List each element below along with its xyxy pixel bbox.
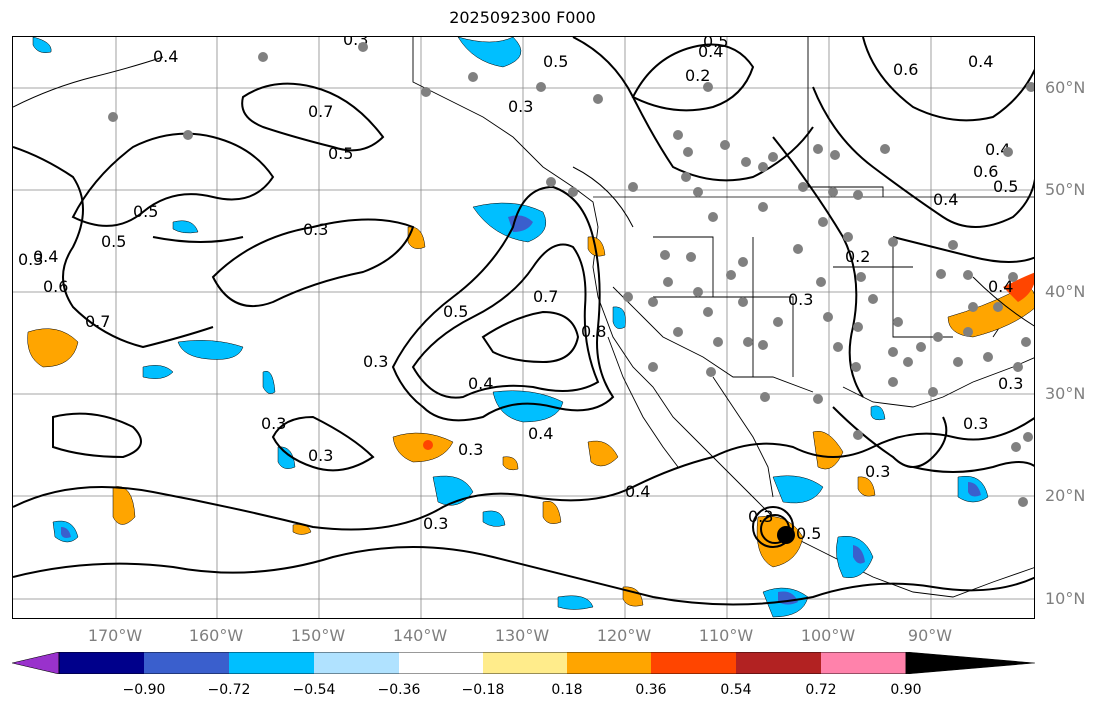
colorbar-tick: −0.72: [207, 682, 251, 698]
contour-label: 0.6: [43, 277, 68, 296]
contour-label: 0.8: [581, 322, 606, 341]
contour-label: 0.4: [153, 47, 178, 66]
contour-label: 0.4: [988, 277, 1013, 296]
contour-label: 0.7: [533, 287, 558, 306]
map-title: 2025092300 F000: [449, 8, 596, 27]
lat-label: 10°N: [1045, 589, 1086, 608]
colorbar-tick: −0.36: [377, 682, 421, 698]
contour-label: 0.4: [968, 52, 993, 71]
colorbar-bin: [399, 652, 483, 674]
contour-label: 0.4: [625, 482, 650, 501]
lon-label: 90°W: [907, 626, 953, 645]
lon-label: 120°W: [596, 626, 652, 645]
colorbar-tick: 0.72: [805, 682, 837, 698]
graticule: [13, 37, 1034, 618]
contour-label: 0.4: [468, 374, 493, 393]
colorbar-tick: 0.18: [551, 682, 583, 698]
lon-label: 130°W: [494, 626, 550, 645]
contour-label: 0.5: [328, 144, 353, 163]
lon-label: 160°W: [188, 626, 244, 645]
contour-label-group: 0.5 0.4 0.2 0.5 0.3 0.6 0.4 0.3 0.5 0.7 …: [18, 37, 1023, 543]
contour-label: 0.5: [101, 232, 126, 251]
contour-label: 0.4: [698, 42, 723, 61]
lon-label: 170°W: [87, 626, 143, 645]
colorbar-extend-low: [12, 652, 60, 674]
map-canvas: 0.5 0.4 0.2 0.5 0.3 0.6 0.4 0.3 0.5 0.7 …: [13, 37, 1034, 618]
thin-contours: [13, 56, 1034, 327]
contour-label: 0.3: [308, 446, 333, 465]
lat-label: 50°N: [1045, 180, 1086, 199]
contour-label: 0.4: [528, 424, 553, 443]
colorbar-bin: [314, 652, 399, 674]
colorbar-bin: [483, 652, 567, 674]
contour-label: 0.2: [685, 66, 710, 85]
colorbar: [12, 652, 1035, 674]
station-markers: [108, 42, 1034, 507]
contour-label: 0.3: [423, 514, 448, 533]
colorbar-bin: [567, 652, 651, 674]
contour-label: 0.3: [963, 414, 988, 433]
contour-label: 0.7: [308, 102, 333, 121]
contour-label: 0.5: [443, 302, 468, 321]
lon-label: 110°W: [698, 626, 754, 645]
contour-lines: [13, 37, 1034, 606]
tropical-system-marker: [777, 526, 795, 544]
contour-label: 0.3: [363, 352, 388, 371]
lat-label: 40°N: [1045, 282, 1086, 301]
contour-label: 0.5: [993, 177, 1018, 196]
contour-label: 0.3: [788, 290, 813, 309]
colorbar-bin: [651, 652, 736, 674]
lat-label: 20°N: [1045, 486, 1086, 505]
contour-label: 0.5: [133, 202, 158, 221]
contour-label: 0.4: [933, 190, 958, 209]
contour-label: 0.6: [893, 60, 918, 79]
contour-label: 0.4: [33, 247, 58, 266]
contour-label: 0.3: [458, 440, 483, 459]
colorbar-bin: [144, 652, 229, 674]
contour-label: 0.3: [998, 374, 1023, 393]
lat-label: 30°N: [1045, 384, 1086, 403]
contour-label: 0.3: [303, 220, 328, 239]
colorbar-tick: −0.90: [122, 682, 166, 698]
lon-label: 140°W: [392, 626, 448, 645]
colorbar-tick: −0.54: [292, 682, 336, 698]
lat-label: 60°N: [1045, 78, 1086, 97]
coastlines: [412, 37, 1034, 598]
colorbar-tick: 0.36: [635, 682, 667, 698]
colorbar-bin: [736, 652, 821, 674]
contour-label: 0.3: [865, 462, 890, 481]
contour-label: 0.3: [748, 507, 773, 526]
colorbar-bin: [229, 652, 314, 674]
contour-label: 0.3: [261, 414, 286, 433]
negative-anomaly-patches: [32, 37, 989, 618]
contour-label: 0.5: [796, 524, 821, 543]
colorbar-tick: −0.18: [461, 682, 505, 698]
map-panel: 0.5 0.4 0.2 0.5 0.3 0.6 0.4 0.3 0.5 0.7 …: [12, 36, 1035, 619]
lon-label: 150°W: [290, 626, 346, 645]
colorbar-bin: [59, 652, 144, 674]
contour-label: 0.5: [703, 37, 728, 51]
colorbar-tick: 0.54: [720, 682, 752, 698]
contour-label: 0.3: [18, 250, 43, 269]
contour-label: 0.5: [543, 52, 568, 71]
contour-label: 0.6: [973, 162, 998, 181]
contour-label: 0.3: [508, 97, 533, 116]
lon-label: 100°W: [800, 626, 856, 645]
contour-label: 0.2: [845, 247, 870, 266]
contour-label: 0.7: [85, 312, 110, 331]
colorbar-tick: 0.90: [890, 682, 922, 698]
colorbar-bin: [821, 652, 906, 674]
colorbar-extend-high: [905, 652, 1035, 674]
